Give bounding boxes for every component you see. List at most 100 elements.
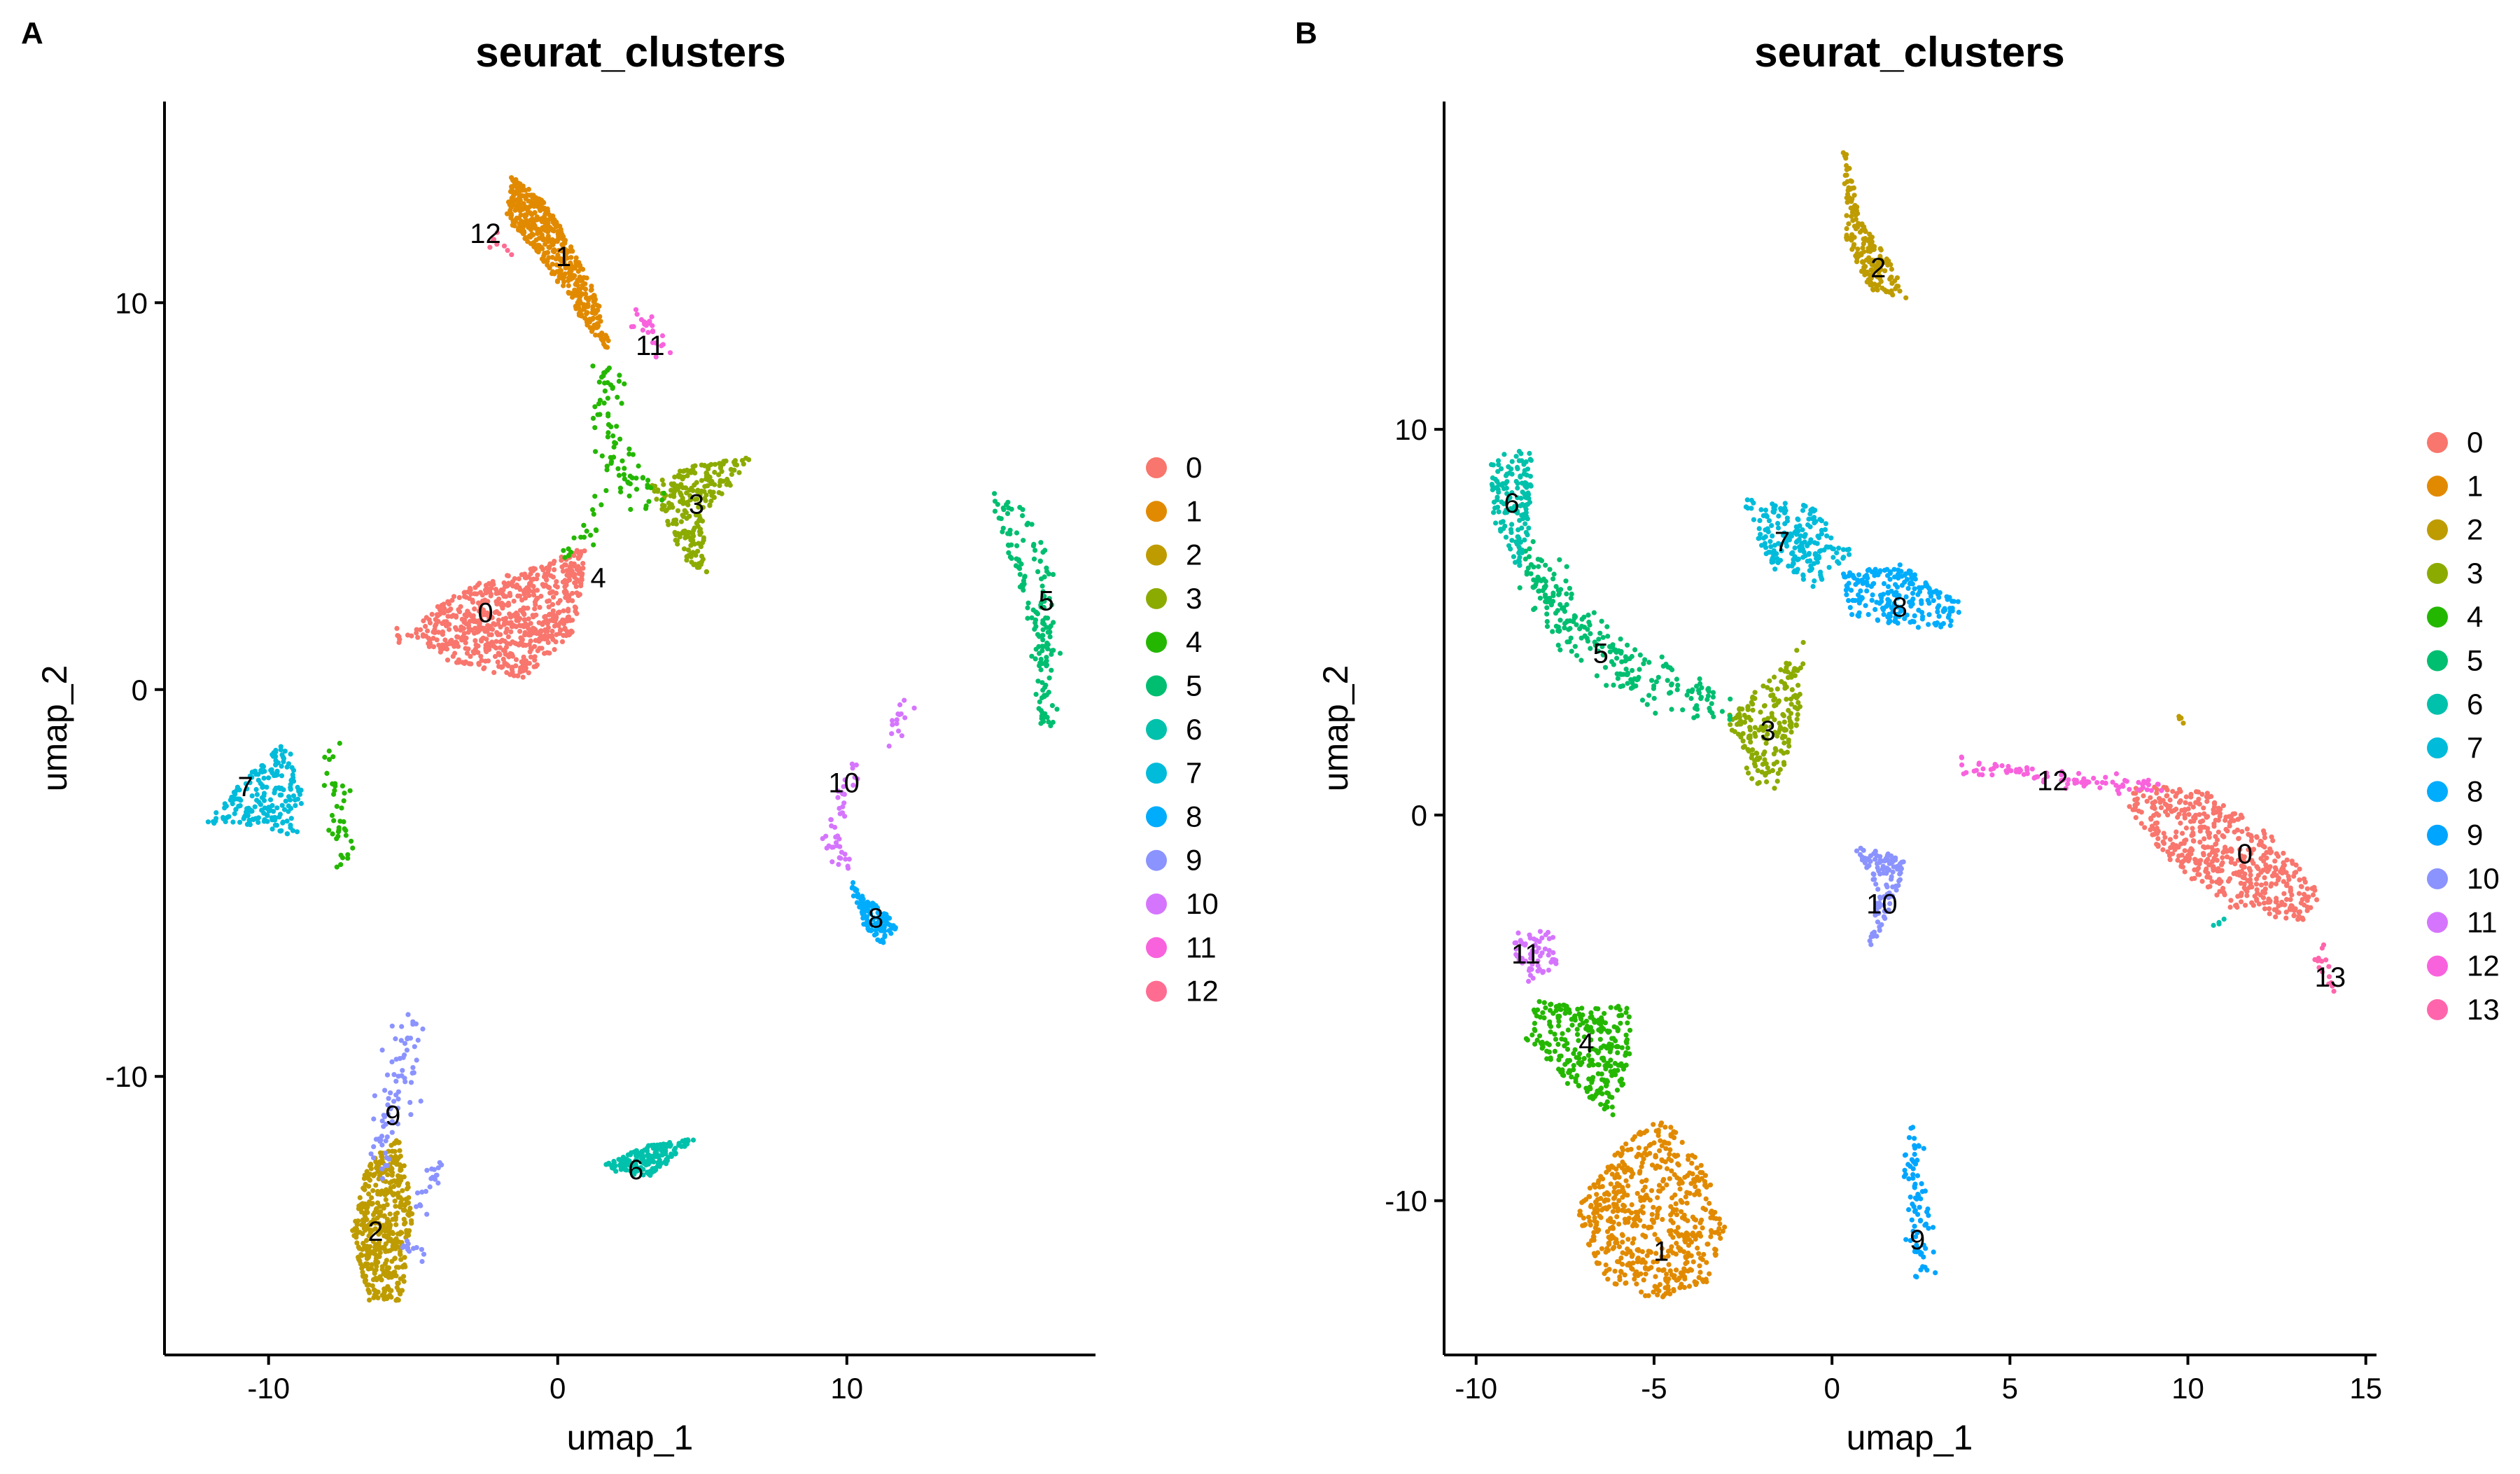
data-point-cluster-4 — [1598, 1087, 1603, 1092]
data-point-cluster-0 — [2262, 831, 2267, 836]
data-point-cluster-1 — [1608, 1216, 1613, 1221]
data-point-cluster-4 — [1576, 1083, 1581, 1087]
data-point-cluster-4 — [1544, 1041, 1549, 1045]
data-point-cluster-1 — [516, 190, 521, 195]
data-point-cluster-0 — [501, 657, 506, 662]
chart-title-a: seurat_clusters — [475, 29, 786, 76]
data-point-cluster-5 — [1557, 557, 1562, 562]
data-point-cluster-1 — [1672, 1193, 1677, 1197]
data-point-cluster-10 — [846, 865, 850, 870]
data-point-cluster-5 — [1555, 628, 1560, 633]
legend-swatch — [1146, 850, 1167, 871]
data-point-cluster-3 — [1784, 697, 1788, 702]
data-point-cluster-5 — [1040, 716, 1044, 721]
data-point-cluster-3 — [716, 472, 721, 477]
data-point-cluster-9 — [410, 1065, 415, 1070]
data-point-cluster-5 — [1532, 606, 1537, 611]
data-point-cluster-0 — [2211, 823, 2216, 828]
data-point-cluster-0 — [2232, 871, 2236, 876]
data-point-cluster-5 — [1586, 613, 1590, 618]
data-point-cluster-1 — [566, 275, 571, 280]
data-point-cluster-4 — [590, 507, 595, 512]
data-point-cluster-4 — [592, 512, 596, 517]
data-point-cluster-1 — [542, 218, 547, 223]
data-point-cluster-2 — [388, 1248, 393, 1253]
data-point-cluster-6 — [1510, 459, 1515, 464]
data-point-cluster-3 — [1782, 669, 1787, 674]
data-point-cluster-0 — [531, 592, 536, 597]
data-point-cluster-7 — [247, 818, 252, 823]
data-point-cluster-2 — [351, 1233, 356, 1238]
data-point-cluster-5 — [1536, 564, 1541, 569]
data-point-cluster-1 — [1660, 1217, 1665, 1222]
data-point-cluster-7 — [272, 791, 276, 795]
data-point-cluster-5 — [1646, 660, 1651, 665]
data-point-cluster-0 — [2289, 903, 2294, 908]
data-point-cluster-1 — [1695, 1165, 1700, 1170]
data-point-cluster-3 — [666, 501, 671, 506]
data-point-cluster-5 — [1538, 596, 1543, 601]
data-point-cluster-1 — [534, 237, 539, 242]
data-point-cluster-3 — [708, 475, 713, 480]
data-point-cluster-7 — [270, 817, 274, 822]
data-point-cluster-1 — [1708, 1235, 1713, 1239]
data-point-cluster-1 — [1709, 1209, 1714, 1214]
data-point-cluster-0 — [547, 563, 552, 568]
data-point-cluster-1 — [1655, 1195, 1660, 1200]
data-point-cluster-7 — [237, 820, 242, 825]
data-point-cluster-3 — [664, 508, 668, 513]
data-point-cluster-6 — [691, 1138, 696, 1143]
data-point-cluster-1 — [549, 226, 554, 231]
data-point-cluster-2 — [393, 1199, 398, 1204]
data-point-cluster-4 — [1558, 1007, 1563, 1012]
data-point-cluster-4 — [1567, 1010, 1572, 1015]
data-point-cluster-0 — [2168, 798, 2173, 802]
data-point-cluster-5 — [1711, 714, 1716, 719]
data-point-cluster-5 — [992, 491, 997, 496]
data-point-cluster-5 — [1035, 569, 1040, 574]
legend-swatch — [1146, 501, 1167, 522]
data-point-cluster-7 — [266, 807, 271, 812]
data-point-cluster-1 — [510, 197, 514, 202]
data-point-cluster-2 — [1870, 287, 1875, 292]
data-point-cluster-0 — [2243, 887, 2248, 892]
data-point-cluster-1 — [1653, 1155, 1658, 1160]
data-point-cluster-0 — [486, 632, 491, 637]
data-point-cluster-6 — [613, 1169, 618, 1174]
data-point-cluster-2 — [378, 1150, 383, 1155]
data-point-cluster-6 — [1509, 522, 1514, 527]
data-point-cluster-4 — [662, 491, 666, 496]
data-point-cluster-3 — [1749, 756, 1754, 760]
data-point-cluster-7 — [273, 762, 278, 767]
data-point-cluster-4 — [1566, 1027, 1571, 1032]
data-point-cluster-9 — [412, 1044, 417, 1049]
data-point-cluster-1 — [1613, 1269, 1618, 1274]
data-point-cluster-0 — [2254, 898, 2259, 903]
data-point-cluster-4 — [617, 379, 622, 384]
data-point-cluster-0 — [531, 576, 536, 581]
data-point-cluster-2 — [1861, 265, 1866, 270]
data-point-cluster-7 — [230, 819, 235, 824]
data-point-cluster-1 — [1676, 1225, 1681, 1230]
data-point-cluster-4 — [1572, 1063, 1576, 1068]
data-point-cluster-5 — [1536, 589, 1541, 594]
data-point-cluster-4 — [331, 818, 336, 823]
data-point-cluster-6 — [666, 1155, 671, 1160]
data-point-cluster-1 — [1696, 1251, 1701, 1256]
data-point-cluster-0 — [440, 630, 445, 634]
data-point-cluster-0 — [2272, 858, 2277, 863]
data-point-cluster-1 — [1674, 1267, 1679, 1272]
data-point-cluster-1 — [1691, 1259, 1696, 1264]
data-point-cluster-1 — [593, 333, 598, 338]
data-point-cluster-4 — [1627, 1015, 1632, 1020]
data-point-cluster-3 — [699, 562, 704, 567]
data-point-cluster-0 — [2274, 900, 2278, 905]
data-point-cluster-0 — [2202, 836, 2206, 841]
data-point-cluster-3 — [707, 502, 712, 507]
data-point-cluster-0 — [2259, 870, 2264, 875]
data-point-cluster-3 — [1767, 679, 1772, 683]
legend-label: 12 — [1186, 975, 1219, 1008]
data-point-cluster-6 — [672, 1148, 677, 1153]
data-point-cluster-0 — [2183, 848, 2188, 853]
